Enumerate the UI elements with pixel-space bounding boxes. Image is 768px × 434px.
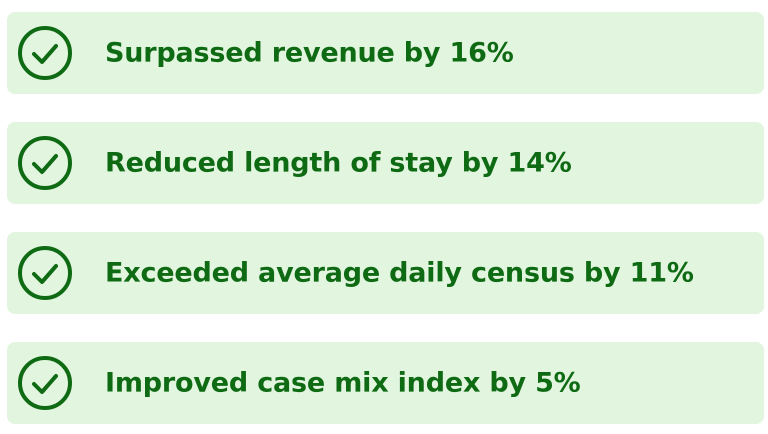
check-circle-icon (16, 134, 74, 192)
achievement-text: Reduced length of stay by 14% (105, 147, 572, 179)
check-circle-icon (16, 24, 74, 82)
check-circle-icon (16, 244, 74, 302)
achievement-text: Surpassed revenue by 16% (105, 37, 514, 69)
achievement-card: Reduced length of stay by 14% (7, 122, 764, 204)
achievement-card: Surpassed revenue by 16% (7, 12, 764, 94)
achievement-list: Surpassed revenue by 16% Reduced length … (7, 12, 764, 424)
achievement-card: Exceeded average daily census by 11% (7, 232, 764, 314)
achievement-card: Improved case mix index by 5% (7, 342, 764, 424)
achievement-text: Exceeded average daily census by 11% (105, 257, 694, 289)
achievement-text: Improved case mix index by 5% (105, 367, 581, 399)
check-circle-icon (16, 354, 74, 412)
